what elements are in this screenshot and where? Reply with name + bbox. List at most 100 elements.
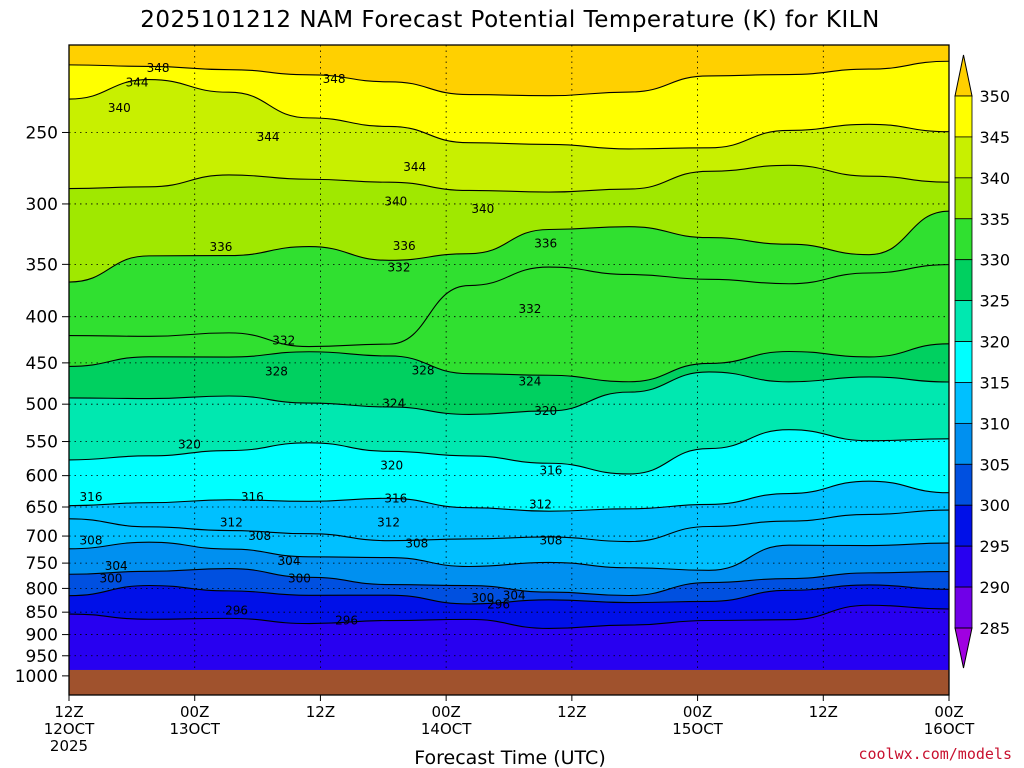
x-tick-12-line2: 13OCT	[169, 720, 220, 738]
x-tick-12-line1: 00Z	[180, 703, 209, 721]
contour-label-304-33: 304	[278, 554, 301, 568]
x-tick-24-line1: 12Z	[306, 703, 335, 721]
contour-label-332-12: 332	[518, 302, 541, 316]
contour-label-296-40: 296	[487, 598, 510, 612]
colorbar-swatch-290	[954, 586, 973, 629]
plot-border	[68, 44, 950, 696]
colorbar-label-350: 350	[979, 87, 1010, 106]
contour-label-300-36: 300	[288, 571, 311, 585]
colorbar-label-285: 285	[979, 619, 1010, 638]
y-tick-400: 400	[26, 308, 58, 328]
colorbar-label-300: 300	[979, 496, 1010, 515]
contour-label-340-2: 340	[108, 101, 131, 115]
y-tick-950: 950	[26, 647, 58, 667]
colorbar-label-320: 320	[979, 333, 1010, 352]
contour-label-308-28: 308	[80, 534, 103, 548]
contour-line-344	[69, 79, 949, 150]
contour-label-328-15: 328	[412, 364, 435, 378]
contour-line-316	[69, 480, 949, 512]
contour-line-328	[69, 343, 949, 383]
contour-label-344-4: 344	[257, 130, 280, 144]
y-tick-900: 900	[26, 626, 58, 646]
colorbar-swatch-295	[954, 545, 973, 588]
contour-label-316-21: 316	[539, 463, 562, 477]
contour-label-336-9: 336	[393, 239, 416, 253]
x-tick-0-line3: 2025	[50, 737, 88, 755]
colorbar: 350 345 340 335 330 325 320 315 310 305 300 295 290 2…	[954, 54, 1010, 669]
contour-label-316-22: 316	[80, 490, 103, 504]
x-tick-36-line1: 00Z	[431, 703, 460, 721]
contour-line-300	[69, 584, 949, 605]
y-tick-750: 750	[26, 554, 58, 574]
contour-label-320-18: 320	[534, 404, 557, 418]
shaded-bands	[69, 45, 949, 695]
contour-line-308	[69, 541, 949, 571]
contour-lines	[69, 60, 949, 629]
contour-label-324-17: 324	[382, 396, 405, 410]
colorbar-swatch-310	[954, 422, 973, 465]
contour-line-324	[69, 371, 949, 415]
contour-label-340-7: 340	[471, 202, 494, 216]
colorbar-swatch-330	[954, 259, 973, 302]
contour-line-336	[69, 210, 949, 283]
colorbar-label-295: 295	[979, 537, 1010, 556]
contour-label-296-39: 296	[335, 613, 358, 627]
chart-title: 2025101212 NAM Forecast Potential Temper…	[140, 7, 880, 33]
contour-line-312	[69, 509, 949, 543]
contour-label-308-31: 308	[539, 534, 562, 548]
x-tick-60-line2: 15OCT	[672, 720, 723, 738]
contour-label-320-20: 320	[380, 459, 403, 473]
contour-label-304-32: 304	[105, 559, 128, 573]
contour-label-336-10: 336	[534, 237, 557, 251]
y-axis: 250 300 350 400 450 500 550 600 650 700 750 800 850 9…	[15, 123, 69, 687]
contour-label-312-26: 312	[377, 515, 400, 529]
contour-label-304-34: 304	[503, 589, 526, 603]
colorbar-swatch-305	[954, 463, 973, 506]
contour-line-320	[69, 429, 949, 475]
contour-label-308-29: 308	[248, 529, 271, 543]
contour-label-300-35: 300	[99, 571, 122, 585]
y-tick-700: 700	[26, 527, 58, 547]
x-tick-84-line1: 00Z	[934, 703, 963, 721]
colorbar-swatch-300	[954, 504, 973, 547]
x-tick-48-line1: 12Z	[557, 703, 586, 721]
colorbar-label-305: 305	[979, 455, 1010, 474]
contour-label-324-16: 324	[518, 375, 541, 389]
colorbar-label-310: 310	[979, 414, 1010, 433]
colorbar-label-330: 330	[979, 251, 1010, 270]
y-tick-800: 800	[26, 579, 58, 599]
colorbar-swatch-325	[954, 300, 973, 342]
x-tick-36-line2: 14OCT	[421, 720, 472, 738]
y-tick-250: 250	[26, 123, 58, 143]
contour-label-300-37: 300	[471, 591, 494, 605]
y-tick-350: 350	[26, 255, 58, 275]
colorbar-label-325: 325	[979, 292, 1010, 311]
y-tick-500: 500	[26, 395, 58, 415]
contour-line-332	[69, 264, 949, 348]
x-tick-0-line1: 12Z	[54, 703, 83, 721]
colorbar-label-345: 345	[979, 128, 1010, 147]
contour-label-308-30: 308	[405, 536, 428, 550]
contour-label-340-6: 340	[384, 194, 407, 208]
y-tick-600: 600	[26, 467, 58, 487]
colorbar-swatch-335	[954, 218, 973, 261]
contour-label-332-11: 332	[388, 261, 411, 275]
colorbar-swatch-345	[954, 136, 973, 179]
x-axis-label: Forecast Time (UTC)	[414, 747, 605, 768]
x-tick-0-line2: 12OCT	[44, 720, 95, 738]
y-tick-450: 450	[26, 354, 58, 374]
y-tick-1000: 1000	[15, 667, 58, 687]
contour-label-316-24: 316	[384, 491, 407, 505]
ground-surface	[69, 669, 949, 695]
x-tick-72-line1: 12Z	[809, 703, 838, 721]
colorbar-label-335: 335	[979, 210, 1010, 229]
colorbar-label-340: 340	[979, 169, 1010, 188]
colorbar-swatch-350	[954, 95, 973, 138]
contour-label-328-14: 328	[265, 364, 288, 378]
colorbar-bottom-arrow	[954, 627, 973, 669]
contour-line-340	[69, 164, 949, 193]
